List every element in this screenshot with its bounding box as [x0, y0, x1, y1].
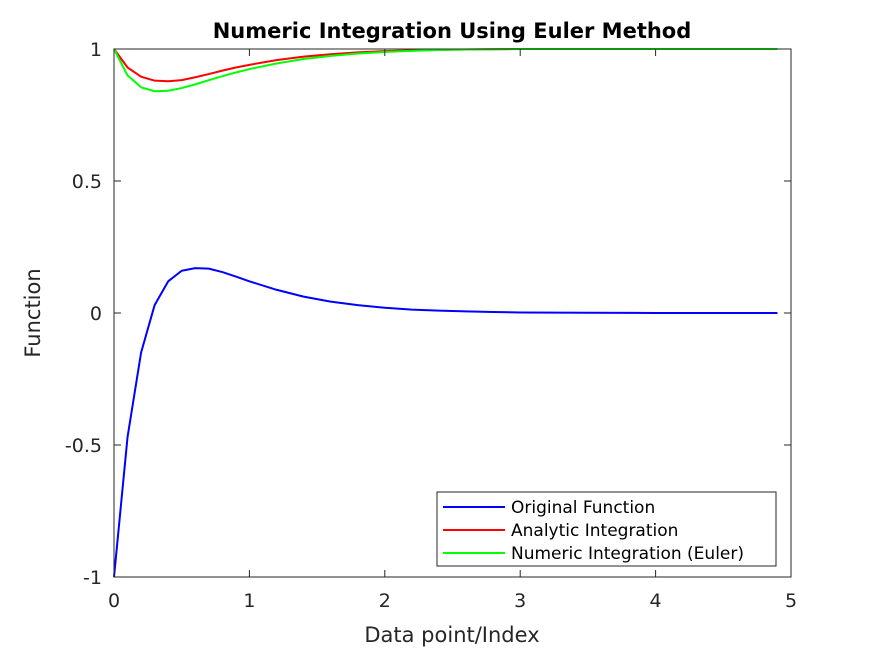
legend-label-2: Analytic Integration: [511, 521, 678, 541]
y-tick-label: -1: [83, 567, 102, 589]
x-tick-label: 3: [514, 590, 526, 612]
series-line-1: [113, 267, 778, 578]
ticks-layer: 0 1 2 3 4 5 -1 -0.5 0 0.5 1: [65, 39, 797, 612]
legend: Original Function Analytic Integration Num…: [436, 491, 777, 567]
y-tick-label: 1: [90, 39, 102, 61]
legend-items: Original Function Analytic Integration Num…: [443, 498, 744, 564]
y-axis-label: Function: [21, 268, 45, 357]
legend-label-3: Numeric Integration (Euler): [511, 544, 744, 564]
y-tick-label: -0.5: [65, 435, 102, 457]
x-tick-label: 1: [243, 590, 255, 612]
x-tick-label: 0: [108, 590, 120, 612]
y-tick-label: 0: [90, 303, 102, 325]
x-tick-label: 2: [379, 590, 391, 612]
x-tick-label: 4: [650, 590, 662, 612]
chart-title: Numeric Integration Using Euler Method: [213, 19, 692, 43]
x-tick-label: 5: [785, 590, 797, 612]
legend-label-1: Original Function: [511, 498, 655, 518]
x-axis-label: Data point/Index: [364, 623, 539, 647]
y-tick-label: 0.5: [72, 171, 102, 193]
